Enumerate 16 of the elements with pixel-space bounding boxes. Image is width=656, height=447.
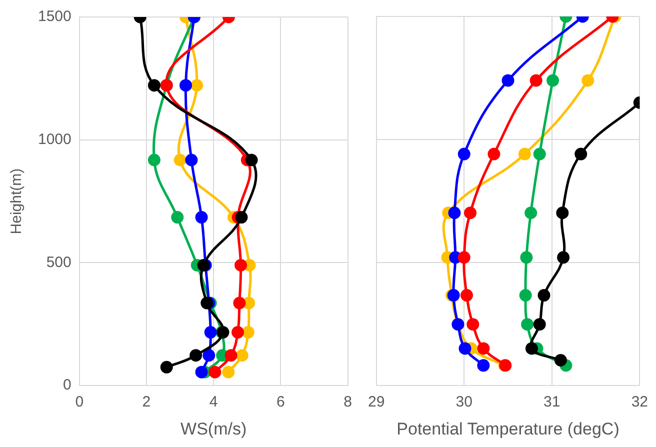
x-tick-label: 8	[344, 394, 352, 411]
x-tick-label: 4	[209, 394, 218, 411]
x-tick-label: 0	[75, 394, 84, 411]
x-tick-label: 2	[142, 394, 151, 411]
x-tick-label: 30	[456, 394, 472, 411]
x-tick-label: 32	[631, 394, 648, 411]
y-tick-label: 0	[63, 376, 72, 394]
x-tick-label: 29	[368, 394, 385, 411]
x-axis-title: WS(m/s)	[180, 419, 247, 438]
x-axis-title: Potential Temperature (degC)	[396, 419, 620, 438]
y-tick-label: 1000	[38, 131, 72, 148]
y-tick-label: 1500	[38, 8, 72, 26]
x-tick-label: 31	[544, 394, 560, 411]
x-tick-label: 6	[276, 394, 285, 411]
y-axis-title: Height(m)	[8, 168, 26, 234]
y-tick-label: 500	[46, 254, 72, 271]
